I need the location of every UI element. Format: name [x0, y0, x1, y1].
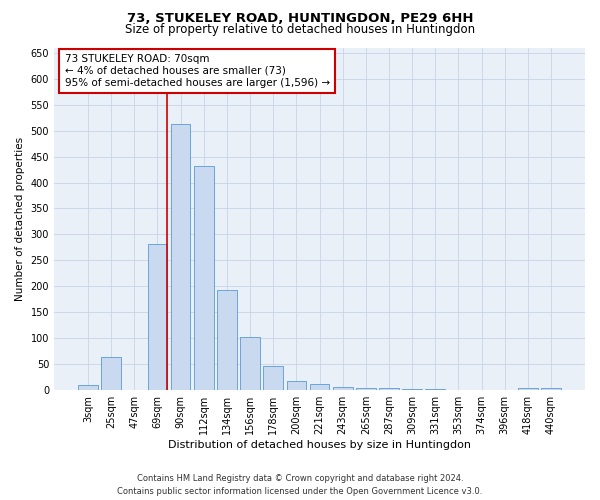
Bar: [194, 166, 214, 390]
Bar: [217, 290, 237, 390]
Text: Size of property relative to detached houses in Huntingdon: Size of property relative to detached ho…: [125, 22, 475, 36]
Bar: [263, 366, 283, 390]
X-axis label: Distribution of detached houses by size in Huntingdon: Distribution of detached houses by size …: [168, 440, 471, 450]
Bar: [518, 388, 538, 390]
Bar: [78, 385, 98, 390]
Bar: [101, 358, 121, 390]
Bar: [310, 384, 329, 390]
Bar: [287, 382, 306, 390]
Text: 73 STUKELEY ROAD: 70sqm
← 4% of detached houses are smaller (73)
95% of semi-det: 73 STUKELEY ROAD: 70sqm ← 4% of detached…: [65, 54, 330, 88]
Bar: [541, 388, 561, 390]
Bar: [402, 388, 422, 390]
Text: Contains HM Land Registry data © Crown copyright and database right 2024.
Contai: Contains HM Land Registry data © Crown c…: [118, 474, 482, 496]
Bar: [240, 337, 260, 390]
Bar: [356, 388, 376, 390]
Y-axis label: Number of detached properties: Number of detached properties: [15, 137, 25, 301]
Bar: [425, 388, 445, 390]
Text: 73, STUKELEY ROAD, HUNTINGDON, PE29 6HH: 73, STUKELEY ROAD, HUNTINGDON, PE29 6HH: [127, 12, 473, 26]
Bar: [379, 388, 399, 390]
Bar: [333, 386, 353, 390]
Bar: [148, 244, 167, 390]
Bar: [171, 124, 190, 390]
